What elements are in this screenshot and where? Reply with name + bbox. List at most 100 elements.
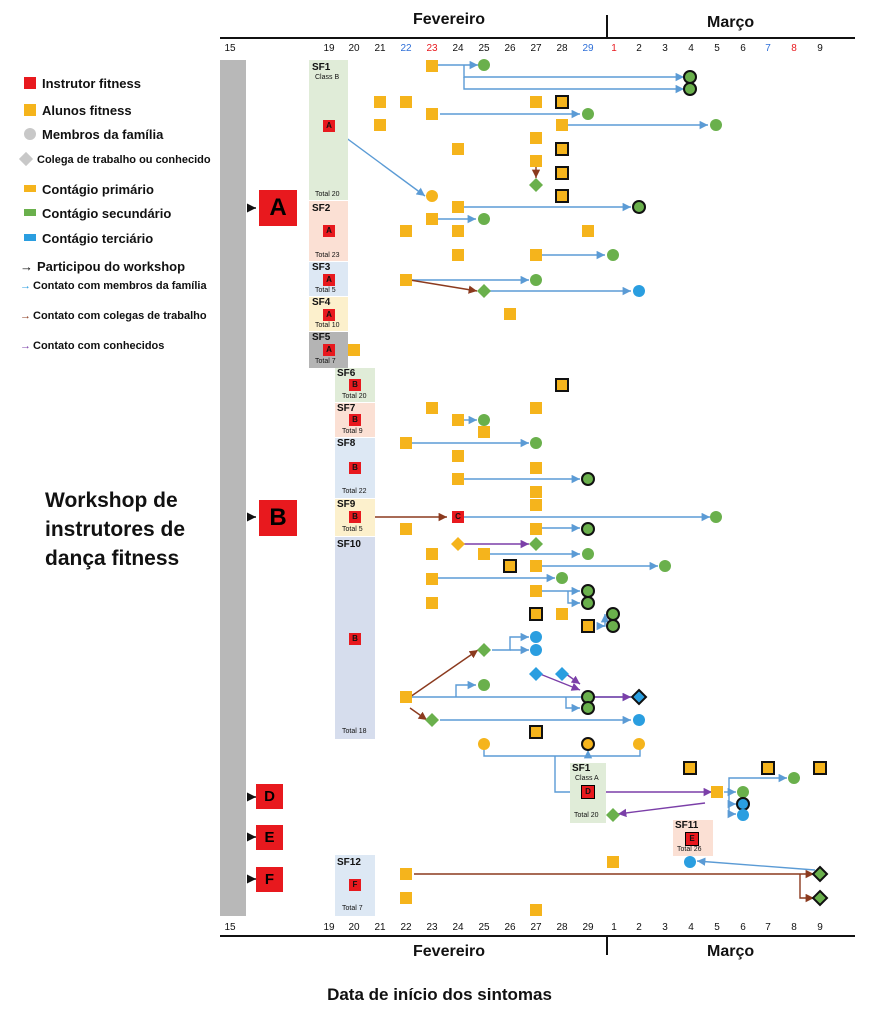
student-square — [530, 560, 542, 572]
day-tick: 3 — [662, 43, 668, 54]
contact-line — [565, 697, 580, 713]
day-tick: 15 — [224, 922, 236, 933]
legend-contact-family-label: Contato com membros da família — [33, 280, 207, 292]
coworker-diamond — [811, 865, 829, 883]
student-square — [400, 225, 412, 237]
class-label: SF12 — [337, 857, 361, 868]
student-square — [530, 523, 542, 535]
contact-line — [409, 649, 479, 698]
student-square — [813, 761, 827, 775]
student-square — [426, 213, 438, 225]
coworker-diamond — [630, 688, 648, 706]
family-circle — [478, 414, 490, 426]
day-tick: 23 — [426, 922, 438, 933]
student-square — [530, 486, 542, 498]
contact-line — [409, 707, 428, 721]
student-square — [529, 725, 543, 739]
family-circle — [581, 737, 595, 751]
class-total: Total 5 — [342, 526, 363, 533]
contact-line — [463, 77, 684, 94]
family-circle — [633, 714, 645, 726]
family-circle — [478, 59, 490, 71]
day-tick: 24 — [452, 43, 464, 54]
class-total: Total 20 — [574, 812, 599, 819]
class-box-sf8: SF8 B Total 22 — [335, 438, 375, 498]
legend-coworker: Colega de trabalho ou conhecido — [18, 151, 211, 167]
family-circle — [556, 572, 568, 584]
student-square — [374, 96, 386, 108]
family-circle — [582, 548, 594, 560]
instructor-marker: B — [349, 379, 361, 391]
instructor-marker: A — [323, 225, 335, 237]
legend-coworker-label: Colega de trabalho ou conhecido — [37, 154, 211, 166]
month-label-february-bottom: Fevereiro — [413, 943, 486, 960]
student-square — [556, 119, 568, 131]
student-square — [581, 619, 595, 633]
family-circle — [581, 701, 595, 715]
class-box-sf7: SF7 B Total 9 — [335, 403, 375, 437]
instructor-marker: A — [323, 274, 335, 286]
student-square — [374, 119, 386, 131]
student-square — [478, 426, 490, 438]
family-circle — [530, 437, 542, 449]
contact-line — [728, 773, 787, 792]
day-tick: 27 — [530, 43, 542, 54]
legend-workshop: → Participou do workshop — [20, 259, 185, 274]
coworker-diamond — [529, 667, 543, 681]
legend-tertiary: Contágio terciário — [24, 231, 153, 246]
month-label-february-top: Fevereiro — [413, 11, 486, 28]
legend-family-label: Membros da família — [42, 127, 164, 142]
day-tick: 9 — [817, 922, 823, 933]
coworker-diamond — [477, 643, 491, 657]
student-square — [556, 608, 568, 620]
family-circle — [710, 119, 722, 131]
student-square — [503, 559, 517, 573]
family-circle — [530, 631, 542, 643]
day-tick: 23 — [426, 43, 438, 54]
workshop-title: Workshop de instrutores de dança fitness — [45, 489, 186, 570]
student-square — [426, 597, 438, 609]
legend-contact-family: → Contato com membros da família — [20, 279, 230, 293]
family-circle — [737, 809, 749, 821]
student-square — [555, 166, 569, 180]
legend-students-swatch — [24, 104, 36, 116]
student-square — [711, 786, 723, 798]
class-total: Total 22 — [342, 488, 367, 495]
student-square — [452, 225, 464, 237]
student-square — [555, 95, 569, 109]
family-circle — [478, 679, 490, 691]
contact-line — [539, 673, 581, 691]
student-square — [400, 96, 412, 108]
class-label: SF7 — [337, 403, 356, 414]
day-tick: 25 — [478, 922, 490, 933]
family-circle — [530, 644, 542, 656]
student-square — [452, 450, 464, 462]
day-tick: 26 — [504, 922, 516, 933]
coworker-diamond — [451, 537, 465, 551]
day-tick: 8 — [791, 43, 797, 54]
arrow-icon: → — [20, 340, 31, 352]
class-label: SF1 — [312, 62, 331, 73]
day-tick: 2 — [636, 43, 642, 54]
day-tick: 20 — [348, 922, 360, 933]
legend-primary-swatch — [24, 185, 36, 192]
family-circle — [633, 285, 645, 297]
family-circle — [684, 856, 696, 868]
student-square — [426, 402, 438, 414]
day-tick: 29 — [582, 43, 594, 54]
student-square — [530, 249, 542, 261]
contact-line — [492, 632, 529, 651]
legend-contact-acquaint: → Contato com conhecidos — [20, 340, 164, 352]
student-square — [452, 143, 464, 155]
coworker-diamond — [477, 284, 491, 298]
family-circle — [581, 472, 595, 486]
student-square — [400, 892, 412, 904]
day-tick: 15 — [224, 43, 236, 54]
day-tick: 19 — [323, 922, 335, 933]
day-tick: 24 — [452, 922, 464, 933]
class-label: SF5 — [312, 332, 331, 343]
class-box-sf10: SF10 B Total 18 — [335, 537, 375, 739]
day-tick: 7 — [765, 922, 771, 933]
day-tick: 29 — [582, 922, 594, 933]
arrow-icon: → — [20, 280, 31, 292]
